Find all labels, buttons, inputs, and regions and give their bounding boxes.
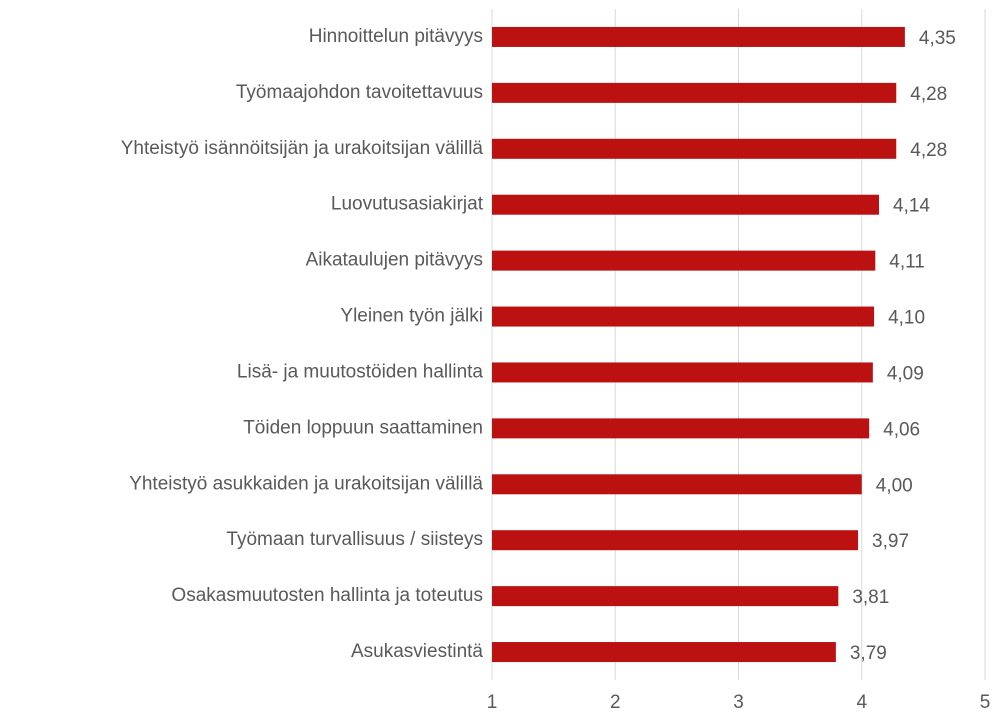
value-label: 4,35 <box>919 28 956 49</box>
y-tick-label: Yhteistyö asukkaiden ja urakoitsijan väl… <box>129 473 483 494</box>
bar <box>492 82 897 103</box>
bar <box>492 586 839 607</box>
x-tick-label: 3 <box>733 692 744 713</box>
value-label: 3,97 <box>872 531 909 552</box>
value-label: 4,06 <box>883 419 920 440</box>
y-tick-label: Aikataulujen pitävyys <box>306 250 483 271</box>
y-tick-label: Lisä- ja muutostöiden hallinta <box>237 361 484 382</box>
bar <box>492 530 859 551</box>
y-tick-label: Yhteistyö isännöitsijän ja urakoitsijan … <box>121 138 484 159</box>
bar <box>492 418 870 439</box>
value-label: 4,28 <box>910 140 947 161</box>
value-label: 4,09 <box>887 363 924 384</box>
y-tick-label: Töiden loppuun saattaminen <box>243 417 483 438</box>
y-tick-label: Yleinen työn jälki <box>340 306 483 327</box>
x-tick-label: 2 <box>610 692 621 713</box>
x-tick-label: 1 <box>487 692 498 713</box>
y-tick-label: Osakasmuutosten hallinta ja toteutus <box>171 585 483 606</box>
bar <box>492 474 862 495</box>
value-label: 4,00 <box>876 475 913 496</box>
bar <box>492 306 875 327</box>
y-tick-label: Asukasviestintä <box>351 641 483 662</box>
y-tick-label: Hinnoittelun pitävyys <box>309 26 483 47</box>
value-label: 4,28 <box>910 84 947 105</box>
value-label: 4,11 <box>889 252 925 273</box>
value-label: 3,79 <box>850 643 887 664</box>
value-label: 4,10 <box>888 308 925 329</box>
y-tick-label: Työmaan turvallisuus / siisteys <box>226 529 483 550</box>
bar <box>492 362 873 383</box>
bar <box>492 194 880 215</box>
value-label: 4,14 <box>893 196 930 217</box>
bar <box>492 138 897 159</box>
bar <box>492 250 876 271</box>
y-tick-label: Työmaajohdon tavoitettavuus <box>236 82 483 103</box>
y-tick-label: Luovutusasiakirjat <box>331 194 484 215</box>
bar <box>492 642 836 663</box>
value-label: 3,81 <box>852 587 889 608</box>
x-tick-label: 5 <box>980 692 991 713</box>
x-tick-label: 4 <box>856 692 867 713</box>
bar <box>492 26 905 47</box>
